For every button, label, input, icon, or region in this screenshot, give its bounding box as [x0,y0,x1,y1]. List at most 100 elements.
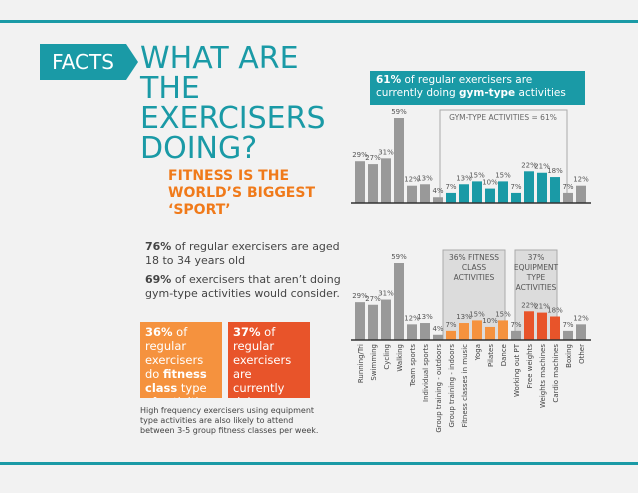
data-label: 31% [378,148,394,156]
x-tick-label: Boxing [565,344,573,368]
annotation: 36% FITNESS CLASS ACTIVITIES [449,253,499,282]
x-tick-label: Fitness classes in music [461,344,469,427]
x-tick-label: Individual sports [422,344,430,402]
data-label: 21% [534,163,550,171]
x-tick-label: Cardio machines [552,344,560,403]
bar [407,185,417,203]
text-part: of regular exercisers do [145,325,204,381]
bar [563,330,573,340]
x-tick-label: Walking [396,344,404,372]
subtitle-line: FITNESS IS THE [168,168,290,184]
bar [550,316,560,340]
bar [576,324,586,340]
annotation: GYM-TYPE ACTIVITIES = 61% [449,113,557,122]
bar [576,185,586,203]
data-label: 27% [365,154,381,162]
text-part: gym-type [459,87,516,99]
subtitle-line: WORLD’S BIGGEST [168,185,315,201]
bar [355,302,365,340]
data-label: 7% [510,321,521,329]
bar [381,299,391,340]
text-part: 37% [233,325,261,339]
text-part: of regular exercisers are currently doin… [233,325,292,398]
stat-box: 37% of regular exercisers are currently … [228,322,310,398]
data-label: 15% [495,310,511,318]
text-part: 76% [145,240,172,253]
data-label: 13% [456,174,472,182]
annotation: 37% EQUIPMENT TYPE ACTIVITIES [514,253,559,292]
data-label: 10% [482,317,498,325]
tag-arrow [126,44,138,80]
bar [498,320,508,340]
bar [420,323,430,340]
bar [563,192,573,203]
bar [368,164,378,203]
data-label: 15% [469,171,485,179]
x-tick-label: Cycling [383,344,391,370]
text-part: fitness class [145,367,207,395]
x-tick-label: Working out PT [513,343,521,397]
x-tick-label: Free weights [526,344,534,389]
bar [511,192,521,203]
bar [394,118,404,203]
data-label: 15% [469,310,485,318]
data-label: 22% [521,301,537,309]
data-label: 7% [562,321,573,329]
data-label: 4% [432,325,443,333]
x-tick-label: Pilates [487,344,495,367]
bar [524,311,534,340]
bar [394,263,404,340]
text-part: of exercisers that aren’t doing gym-type… [145,273,341,300]
text-part: 69% [145,273,172,286]
text-part: of regular exercisers are aged 18 to 34 … [145,240,340,267]
callout: 61% of regular exercisers are currently … [370,71,585,105]
x-tick-label: Running/Tri [357,344,365,383]
x-tick-label: Dance [500,344,508,366]
data-label: 4% [432,187,443,195]
data-label: 12% [573,314,589,322]
bar [459,323,469,340]
x-tick-label: Weights machines [539,344,547,408]
text-part: 61% [376,74,402,86]
paragraph: 76% of regular exercisers are aged 18 to… [145,240,345,268]
paragraph: 69% of exercisers that aren’t doing gym-… [145,273,345,301]
data-label: 29% [352,151,368,159]
bar [537,172,547,203]
data-label: 13% [417,174,433,182]
data-label: 27% [365,295,381,303]
bar [472,320,482,340]
footnote: High frequency exercisers using equipmen… [140,406,319,435]
bottom-rule [0,462,638,465]
bar [524,171,534,203]
data-label: 12% [573,176,589,184]
bar [485,326,495,340]
bar [550,177,560,203]
data-label: 18% [547,167,563,175]
title-line: EXERCISERS [140,101,326,136]
data-label: 7% [510,183,521,191]
text-part: 36% [145,325,173,339]
bar [537,312,547,340]
bar [433,197,443,203]
stat-box: 36% of regular exercisers do fitness cla… [140,322,222,398]
x-tick-label: Group training - outdoors [435,344,443,433]
x-tick-label: Team sports [409,344,417,388]
title-line: THE [140,71,200,106]
data-label: 31% [378,290,394,298]
bar [498,181,508,203]
bar [407,324,417,340]
bar [368,304,378,340]
title-line: DOING? [140,131,258,166]
data-label: 7% [445,321,456,329]
data-label: 12% [404,314,420,322]
bar [420,184,430,203]
bar [511,330,521,340]
x-tick-label: Group training - indoors [448,344,456,428]
bar [459,184,469,203]
data-label: 12% [404,176,420,184]
x-tick-label: Swimming [370,344,378,381]
bar [485,188,495,203]
subtitle-line: ‘SPORT’ [168,202,231,218]
data-label: 59% [391,108,407,116]
